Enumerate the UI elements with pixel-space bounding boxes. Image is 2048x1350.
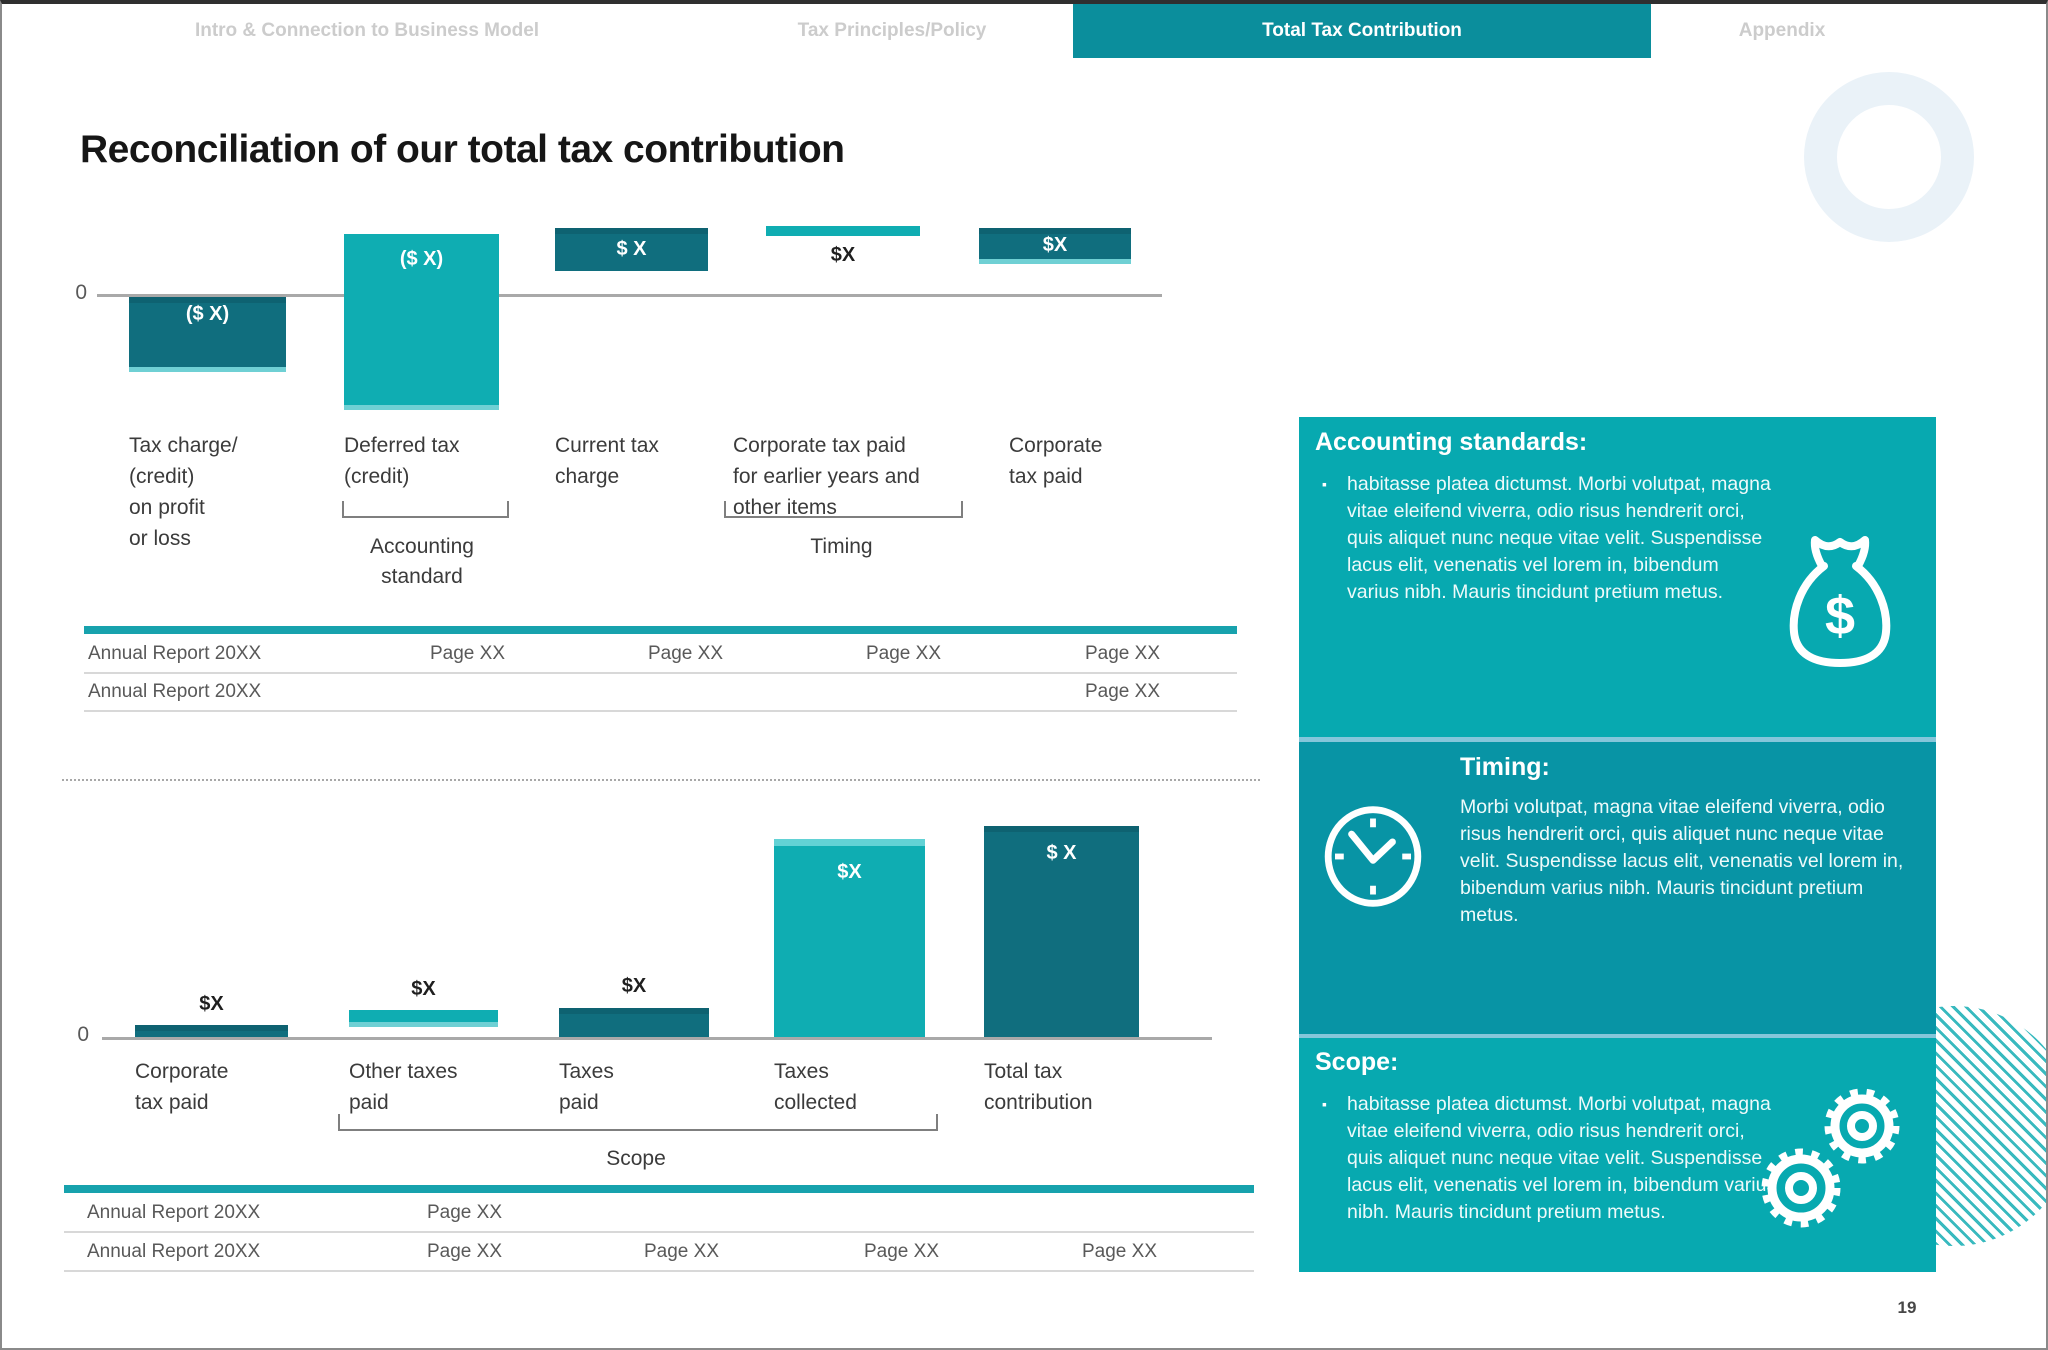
tab-total-tax-contribution[interactable]: Total Tax Contribution [1073,4,1651,58]
top-table-r1-page-4: Page XX [1085,643,1160,664]
bottom-bar-taxes-collected-value: $X [837,861,862,883]
top-cat-tax-charge: Tax charge/ (credit) on profit or loss [129,434,238,550]
top-bar-current-tax-value: $ X [616,238,647,260]
tab-tax-principles-policy[interactable]: Tax Principles/Policy [797,20,987,41]
accounting-standard-bracket [342,501,509,518]
bottom-table-r2-report: Annual Report 20XX [87,1241,261,1262]
tab-appendix[interactable]: Appendix [1738,20,1826,41]
top-bar-corporate-tax-earlier-years [766,226,920,236]
bar-top-highlight [774,839,925,846]
bottom-table-r2-page-1: Page XX [427,1241,502,1262]
bottom-bar-corporate-tax-paid [135,1025,288,1037]
panel-divider-1 [1299,737,1936,742]
bottom-bar-total-tax-contribution-value: $ X [1046,842,1077,864]
bottom-bar-taxes-paid-value: $X [621,975,647,997]
top-table-r1-page-1: Page XX [430,643,505,664]
bottom-cat-taxes-collected: Taxes collected [774,1060,857,1114]
timing-text: Morbi volutpat, magna vitae eleifend viv… [1460,796,1904,926]
panel-section-scope [1299,1038,1936,1272]
bottom-cat-total-tax-contribution: Total tax contribution [984,1060,1093,1114]
bottom-chart-zero-label: 0 [77,1023,89,1046]
top-table-r1-page-3: Page XX [866,643,941,664]
scope-bracket [338,1114,938,1131]
top-chart-axis-line [97,294,1162,297]
top-table-accent-line [84,626,1237,634]
bottom-bar-other-taxes-value: $X [411,978,436,1000]
top-bar-tax-charge: ($ X) [129,297,286,372]
svg-text:$: $ [1825,586,1855,646]
accounting-standards-heading: Accounting standards: [1315,428,1588,456]
bottom-table-r2-page-2: Page XX [644,1241,719,1262]
top-bar-corporate-tax-paid: $X [979,228,1131,264]
bottom-table-r1-report: Annual Report 20XX [87,1202,261,1223]
accounting-standard-bracket-label: Accounting standard [370,535,474,588]
top-bar-deferred-tax: ($ X) [344,234,499,410]
bottom-bar-taxes-paid [559,1008,709,1037]
scope-heading: Scope: [1315,1048,1399,1076]
top-cat-corporate-tax-paid: Corporate tax paid [1009,434,1103,488]
top-bar-current-tax: $ X [555,228,708,271]
top-cat-current-tax: Current tax charge [555,434,659,488]
page-title: Reconciliation of our total tax contribu… [80,128,845,171]
top-cat-corporate-tax-earlier-years: Corporate tax paid for earlier years and… [733,434,920,519]
bottom-cat-corporate-tax-paid: Corporate tax paid [135,1060,229,1114]
top-bar-corporate-tax-earlier-years-value: $X [830,244,856,266]
bottom-chart-axis-line [102,1037,1212,1040]
page-number: 19 [1897,1298,1917,1317]
top-cat-deferred-tax: Deferred tax (credit) [344,434,460,488]
bottom-table-row-2: Annual Report 20XX Page XX Page XX Page … [64,1234,1254,1272]
decorative-ring [1804,72,1974,242]
bottom-table-accent-line [64,1185,1254,1193]
top-bar-deferred-tax-value: ($ X) [399,248,444,270]
top-table-r1-page-2: Page XX [648,643,723,664]
top-chart-zero-label: 0 [75,281,87,304]
bottom-bar-total-tax-contribution: $ X [984,826,1139,1037]
bottom-table-row-1: Annual Report 20XX Page XX [64,1195,1254,1233]
clock-icon [1314,799,1432,919]
timing-bracket-label: Timing [810,535,873,558]
bottom-table-r2-page-4: Page XX [1082,1241,1157,1262]
panel-divider-2 [1299,1034,1936,1038]
top-bar-corporate-tax-paid-value: $X [1042,234,1068,256]
tab-intro-business-model[interactable]: Intro & Connection to Business Model [194,20,540,41]
top-table-r2-report: Annual Report 20XX [88,681,262,702]
panel-section-accounting-standards [1299,417,1936,737]
scope-bracket-label: Scope [606,1147,666,1170]
money-bag-icon: $ [1780,522,1900,677]
section-dotted-divider [62,779,1260,781]
timing-heading: Timing: [1460,753,1550,781]
top-bar-tax-charge-value: ($ X) [185,303,230,325]
bottom-table-r2-page-3: Page XX [864,1241,939,1262]
bottom-bar-taxes-collected: $X [774,839,925,1037]
gears-icon [1754,1076,1914,1246]
accounting-standards-text: habitasse platea dictumst. Morbi volutpa… [1347,473,1771,603]
top-table-row-1: Annual Report 20XX Page XX Page XX Page … [84,636,1237,674]
top-table-row-2: Annual Report 20XX Page XX [84,674,1237,712]
top-table-r1-report: Annual Report 20XX [88,643,262,664]
scope-bullet: ▪ [1322,1096,1327,1112]
top-table-r2-page-4: Page XX [1085,681,1160,702]
bottom-bar-corporate-tax-paid-value: $X [199,993,224,1015]
bottom-cat-taxes-paid: Taxes paid [559,1060,614,1114]
timing-bracket [724,501,963,518]
scope-text: habitasse platea dictumst. Morbi volutpa… [1347,1093,1777,1223]
bottom-table-r1-page-1: Page XX [427,1202,502,1223]
accounting-standards-bullet: ▪ [1322,476,1327,492]
bottom-bar-other-taxes [349,1010,498,1027]
bottom-cat-other-taxes: Other taxes paid [349,1060,458,1114]
